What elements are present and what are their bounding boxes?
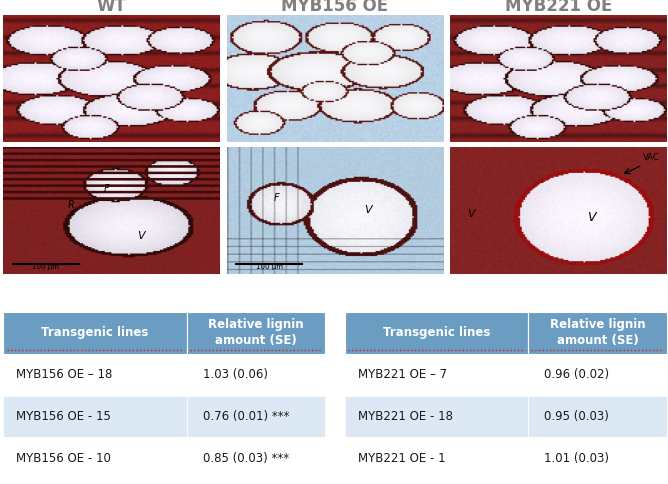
Bar	[3, 354, 187, 395]
Text: Transgenic lines: Transgenic lines	[41, 326, 149, 339]
Title: MYB221 OE: MYB221 OE	[504, 0, 612, 15]
Text: V: V	[364, 205, 372, 215]
Text: 0.85 (0.03) ***: 0.85 (0.03) ***	[203, 452, 289, 465]
Text: 100 μm: 100 μm	[256, 264, 283, 271]
Text: Relative lignin
amount (SE): Relative lignin amount (SE)	[550, 318, 645, 348]
Text: MYB221 OE - 1: MYB221 OE - 1	[357, 452, 445, 465]
Text: MYB156 OE - 10: MYB156 OE - 10	[16, 452, 111, 465]
Text: V: V	[468, 209, 475, 219]
Text: Transgenic lines: Transgenic lines	[383, 326, 490, 339]
Bar	[3, 395, 187, 438]
Bar	[3, 312, 187, 354]
Bar	[528, 438, 667, 479]
Bar	[187, 438, 325, 479]
Text: 0.76 (0.01) ***: 0.76 (0.01) ***	[203, 410, 289, 423]
Bar	[528, 354, 667, 395]
Text: VAC: VAC	[643, 153, 659, 162]
Bar	[345, 312, 528, 354]
Text: F: F	[274, 193, 280, 203]
Text: Relative lignin
amount (SE): Relative lignin amount (SE)	[208, 318, 304, 348]
Text: 0.96 (0.02): 0.96 (0.02)	[544, 368, 609, 381]
Bar	[345, 354, 528, 395]
Text: 0.95 (0.03): 0.95 (0.03)	[544, 410, 609, 423]
Text: 100 μm: 100 μm	[32, 264, 59, 271]
Title: MYB156 OE: MYB156 OE	[281, 0, 389, 15]
Bar	[528, 395, 667, 438]
Bar	[345, 438, 528, 479]
Text: MYB156 OE – 18: MYB156 OE – 18	[16, 368, 113, 381]
Text: MYB221 OE – 7: MYB221 OE – 7	[357, 368, 447, 381]
Text: 1.01 (0.03): 1.01 (0.03)	[544, 452, 609, 465]
Text: MYB156 OE - 15: MYB156 OE - 15	[16, 410, 111, 423]
Text: V: V	[138, 231, 145, 241]
Bar	[528, 312, 667, 354]
Bar	[345, 395, 528, 438]
Text: 1.03 (0.06): 1.03 (0.06)	[203, 368, 268, 381]
Text: R: R	[67, 200, 74, 210]
Text: V: V	[587, 211, 596, 224]
Bar	[187, 354, 325, 395]
Bar	[3, 438, 187, 479]
Title: WT: WT	[97, 0, 127, 15]
Bar	[187, 395, 325, 438]
Text: F: F	[104, 184, 110, 194]
Bar	[187, 312, 325, 354]
Text: MYB221 OE - 18: MYB221 OE - 18	[357, 410, 452, 423]
